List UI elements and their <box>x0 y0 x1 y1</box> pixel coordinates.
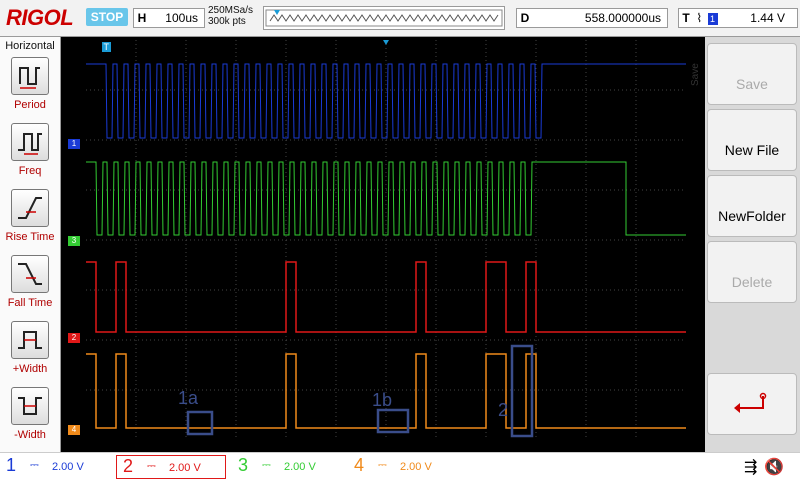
trigger-level: 1.44 V <box>750 11 785 25</box>
dc-coupling-icon: ⎓ <box>147 460 156 472</box>
annotation-box <box>376 408 410 434</box>
new-folder-button[interactable]: NewFolder <box>707 175 797 237</box>
positive-width-label: +Width <box>12 363 48 375</box>
positive-width-icon <box>11 321 49 359</box>
graticule <box>86 40 686 440</box>
annotation-box <box>510 344 534 438</box>
annotation-label: 1b <box>372 390 392 410</box>
horizontal-measure-panel: Horizontal Period Freq Rise Time Fall Ti… <box>0 37 61 452</box>
trigger-label: T <box>682 11 690 25</box>
memory-overview[interactable] <box>263 6 505 30</box>
dc-coupling-icon: ⎓ <box>30 459 39 471</box>
period-icon <box>11 57 49 95</box>
svg-text:T: T <box>104 42 110 52</box>
annotation-box <box>186 410 214 436</box>
delete-button[interactable]: Delete <box>707 241 797 303</box>
memory-depth: 300k pts <box>208 16 246 27</box>
measure-negative-width[interactable]: -Width <box>0 387 60 451</box>
trigger-position-marker <box>274 10 280 15</box>
freq-label: Freq <box>18 165 42 177</box>
measure-positive-width[interactable]: +Width <box>0 321 60 385</box>
trigger-box[interactable]: T ⌇ 1 1.44 V <box>678 8 798 28</box>
trigger-time-marker <box>383 40 389 45</box>
ch3-status[interactable]: 3 ⎓ 2.00 V <box>238 455 316 475</box>
memory-waveform-overview <box>265 9 503 27</box>
channel-status-bar: 1 ⎓ 2.00 V 2 ⎓ 2.00 V 3 ⎓ 2.00 V 4 ⎓ 2.0… <box>0 452 800 481</box>
sample-rate: 250MSa/s <box>208 5 254 16</box>
measure-fall-time[interactable]: Fall Time <box>0 255 60 319</box>
speaker-mute-icon[interactable]: 🔇 <box>764 459 784 476</box>
waveform-display[interactable]: T 1a 1b 2 <box>86 40 686 440</box>
save-menu-title: Save <box>690 63 701 86</box>
ch3-trace <box>86 161 686 236</box>
save-menu-panel: Save New File NewFolder Delete <box>705 37 800 452</box>
ch1-ground-marker[interactable]: 1 <box>68 139 80 149</box>
fall-time-icon <box>11 255 49 293</box>
ch4-status[interactable]: 4 ⎓ 2.00 V <box>354 455 432 475</box>
delay-value: 558.000000us <box>584 11 661 25</box>
delay-label: D <box>520 11 530 25</box>
ch4-trace <box>86 353 686 429</box>
rise-time-icon <box>11 189 49 227</box>
trigger-source: 1 <box>707 13 718 25</box>
frequency-icon <box>11 123 49 161</box>
return-arrow-icon <box>734 392 767 413</box>
negative-width-label: -Width <box>14 429 46 441</box>
return-button[interactable] <box>707 373 797 435</box>
horizontal-label: H <box>137 11 147 25</box>
period-label: Period <box>14 99 46 111</box>
dc-coupling-icon: ⎓ <box>262 459 271 471</box>
timebase-box[interactable]: H 100us <box>133 8 205 28</box>
ch2-trace <box>86 261 686 333</box>
negative-width-icon <box>11 387 49 425</box>
top-status-bar: RIGOL STOP H 100us 250MSa/s 300k pts D 5… <box>0 0 800 37</box>
trigger-marker-T: T <box>102 42 111 52</box>
rise-time-label: Rise Time <box>5 231 55 243</box>
run-stop-indicator[interactable]: STOP <box>86 8 128 26</box>
save-button[interactable]: Save <box>707 43 797 105</box>
ch4-ground-marker[interactable]: 4 <box>68 425 80 435</box>
fall-time-label: Fall Time <box>7 297 53 309</box>
measure-period[interactable]: Period <box>0 57 60 121</box>
ch2-ground-marker[interactable]: 2 <box>68 333 80 343</box>
brand-logo: RIGOL <box>6 5 74 30</box>
trigger-edge-icon: ⌇ <box>696 11 703 25</box>
acquisition-info: 250MSa/s 300k pts <box>208 5 253 27</box>
ch1-status[interactable]: 1 ⎓ 2.00 V <box>6 455 84 475</box>
timebase-value: 100us <box>165 11 198 25</box>
dc-coupling-icon: ⎓ <box>378 459 387 471</box>
ch1-trace <box>86 63 686 139</box>
delay-box[interactable]: D 558.000000us <box>516 8 668 28</box>
annotation-label: 2 <box>498 400 508 420</box>
annotations: 1a 1b 2 <box>178 344 534 438</box>
panel-title: Horizontal <box>5 40 55 52</box>
ch3-ground-marker[interactable]: 3 <box>68 236 80 246</box>
usb-icon: ⇶ <box>744 459 758 476</box>
new-file-button[interactable]: New File <box>707 109 797 171</box>
ch2-status[interactable]: 2 ⎓ 2.00 V <box>116 455 226 479</box>
measure-rise-time[interactable]: Rise Time <box>0 189 60 253</box>
annotation-label: 1a <box>178 388 199 408</box>
measure-freq[interactable]: Freq <box>0 123 60 187</box>
